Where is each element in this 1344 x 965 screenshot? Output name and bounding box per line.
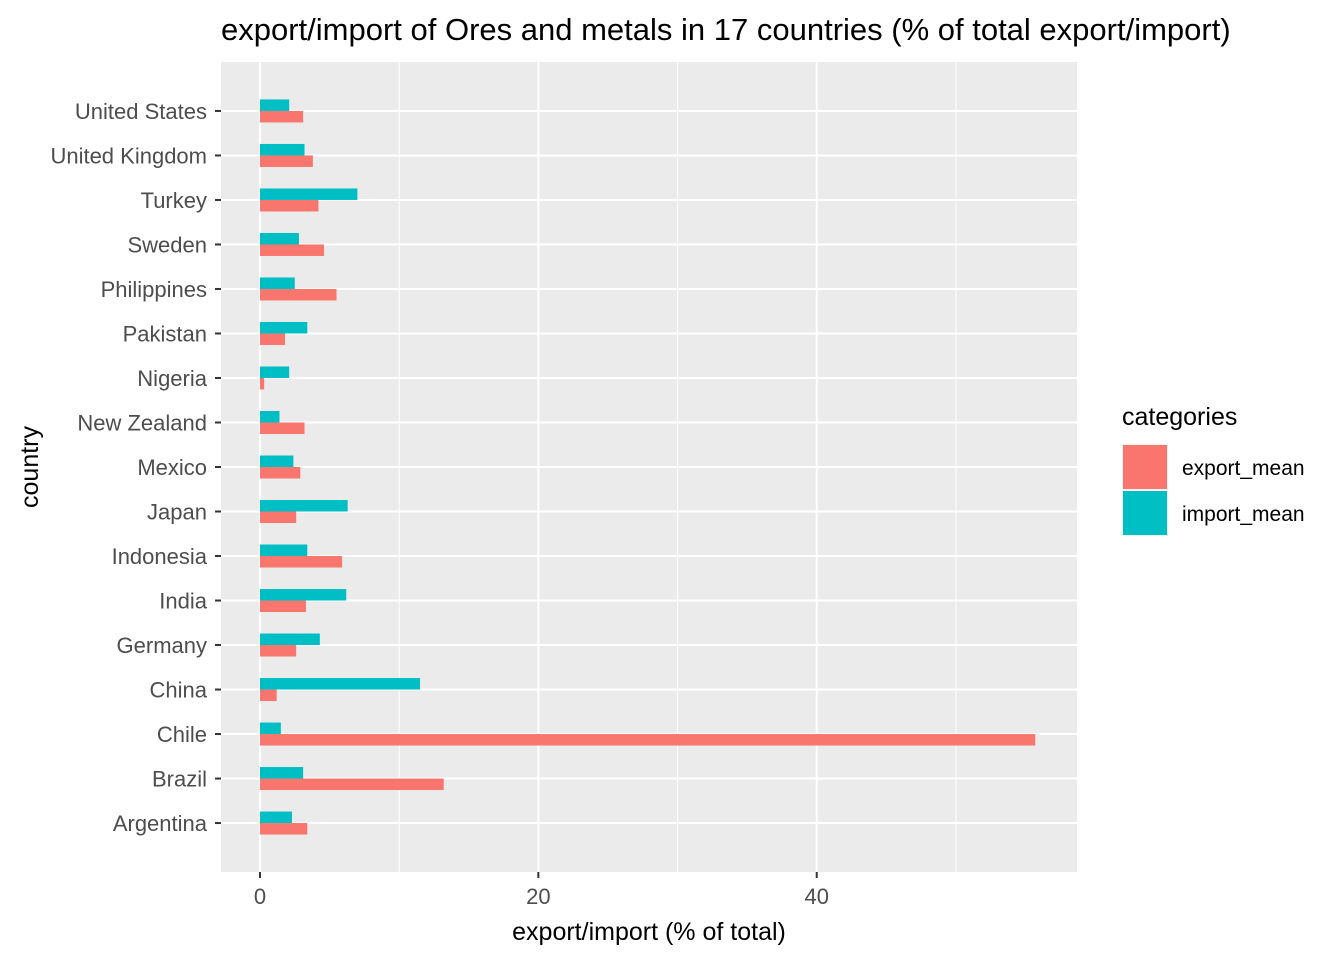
import_mean-bar-united-kingdom: [259, 143, 305, 156]
y-tick-label: Sweden: [127, 232, 207, 257]
import_mean-bar-brazil: [259, 767, 304, 779]
y-tick-label: Pakistan: [123, 321, 207, 346]
export_mean-bar-new-zealand: [259, 422, 305, 434]
export_mean-bar-mexico: [259, 467, 301, 479]
export_mean-bar-india: [259, 600, 306, 613]
y-tick-label: Mexico: [137, 455, 207, 480]
export_mean-bar-chile: [259, 734, 1036, 746]
legend-label: import_mean: [1182, 503, 1305, 526]
import_mean-bar-indonesia: [259, 544, 308, 557]
export_mean-bar-sweden: [259, 244, 324, 256]
import_mean-bar-new-zealand: [259, 410, 280, 423]
y-tick-label: Japan: [147, 500, 207, 525]
export_mean-bar-united-states: [259, 110, 304, 123]
y-tick-label: Nigeria: [137, 366, 207, 391]
y-tick-label: Turkey: [141, 188, 207, 213]
import_mean-bar-philippines: [259, 277, 295, 289]
x-axis: 0 20 40: [254, 872, 829, 909]
y-tick-label: Brazil: [152, 767, 207, 792]
y-tick-label: United Kingdom: [50, 143, 207, 168]
import_mean-bar-sweden: [259, 232, 299, 245]
export_mean-bar-united-kingdom: [259, 155, 313, 167]
legend-title: categories: [1122, 403, 1237, 431]
y-axis: Argentina Brazil Chile China Germany India Ind…: [50, 99, 221, 836]
export_mean-bar-indonesia: [259, 556, 343, 568]
import_mean-bar-china: [259, 678, 421, 690]
legend-swatch-export_mean: [1123, 445, 1167, 489]
x-tick-label: 40: [804, 884, 828, 909]
import_mean-bar-argentina: [259, 811, 292, 824]
import_mean-bar-india: [259, 589, 347, 601]
chart-title: export/import of Ores and metals in 17 c…: [221, 12, 1231, 47]
export_mean-bar-philippines: [259, 288, 337, 301]
legend: categories export_mean import_mean: [1122, 403, 1305, 536]
export_mean-bar-pakistan: [259, 333, 286, 345]
grid-lines: [221, 62, 1077, 872]
legend-swatch-import_mean: [1123, 491, 1167, 535]
import_mean-bar-germany: [259, 633, 320, 646]
y-tick-label: Philippines: [101, 277, 207, 302]
y-tick-label: India: [159, 589, 207, 614]
export_mean-bar-turkey: [259, 199, 319, 212]
import_mean-bar-mexico: [259, 455, 294, 467]
export_mean-bar-brazil: [259, 778, 444, 791]
import_mean-bar-japan: [259, 500, 348, 512]
y-tick-label: Argentina: [113, 811, 208, 836]
import_mean-bar-turkey: [259, 188, 358, 200]
export_mean-bar-nigeria: [259, 377, 265, 390]
y-tick-label: United States: [75, 99, 207, 124]
export_mean-bar-japan: [259, 511, 297, 524]
x-axis-title: export/import (% of total): [512, 918, 786, 946]
export_mean-bar-germany: [259, 645, 297, 657]
import_mean-bar-chile: [259, 722, 281, 735]
import_mean-bar-pakistan: [259, 321, 308, 334]
y-axis-title: country: [16, 426, 44, 508]
x-tick-label: 20: [526, 884, 550, 909]
y-tick-label: New Zealand: [77, 410, 207, 435]
export_mean-bar-china: [259, 689, 277, 702]
y-tick-label: Germany: [117, 633, 207, 658]
bars: [259, 99, 1036, 835]
import_mean-bar-nigeria: [259, 366, 290, 378]
legend-label: export_mean: [1182, 457, 1305, 480]
export_mean-bar-argentina: [259, 823, 308, 835]
y-tick-label: Chile: [157, 722, 207, 747]
import_mean-bar-united-states: [259, 99, 290, 111]
y-tick-label: China: [150, 678, 208, 703]
x-tick-label: 0: [254, 884, 266, 909]
y-tick-label: Indonesia: [112, 544, 208, 569]
